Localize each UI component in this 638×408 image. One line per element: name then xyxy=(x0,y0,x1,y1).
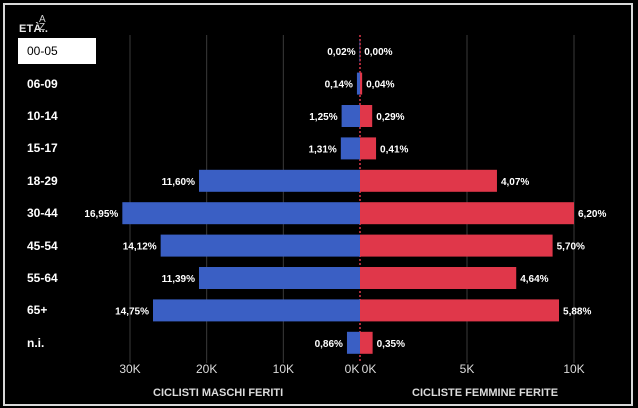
female-data-label: 0,00% xyxy=(364,47,392,58)
male-bar xyxy=(346,331,360,354)
tick-label: 10K xyxy=(273,362,294,376)
female-bar xyxy=(360,299,560,322)
age-label-55-64[interactable]: 55-64 xyxy=(27,271,58,285)
age-label-65+[interactable]: 65+ xyxy=(27,303,48,318)
age-label-30-44[interactable]: 30-44 xyxy=(27,206,58,221)
male-bar xyxy=(341,105,360,127)
male-bar xyxy=(199,267,360,289)
male-data-label: 14,12% xyxy=(123,242,157,253)
tick-label: 10K xyxy=(563,362,584,376)
female-data-label: 0,41% xyxy=(380,144,408,155)
age-label-45-54[interactable]: 45-54 xyxy=(27,238,58,253)
male-data-label: 14,75% xyxy=(115,306,149,317)
male-data-label: 0,86% xyxy=(315,339,343,350)
male-bar xyxy=(160,234,360,257)
tick-label: 20K xyxy=(196,362,217,376)
male-bar xyxy=(356,72,360,95)
female-bar xyxy=(360,267,517,289)
female-bar xyxy=(360,72,363,95)
female-data-label: 0,35% xyxy=(377,339,405,350)
male-data-label: 11,60% xyxy=(162,177,195,188)
female-data-label: 4,07% xyxy=(501,177,529,188)
age-column-header[interactable]: ETÀ.. xyxy=(19,23,49,35)
female-data-label: 5,88% xyxy=(563,306,591,317)
male-data-label: 1,25% xyxy=(309,112,337,123)
male-data-label: 1,31% xyxy=(308,144,336,155)
male-axis-title: CICLISTI MASCHI FERITI xyxy=(153,387,284,399)
male-bar xyxy=(153,299,360,322)
female-bar xyxy=(360,137,377,160)
female-bar xyxy=(360,331,373,354)
female-data-label: 5,70% xyxy=(557,242,585,253)
population-pyramid-chart: 30K 20K 10K 0K 0K 5K 10K 0,02% 0,00% 0,14% 0,04% 1,… xyxy=(84,35,606,376)
male-data-label: 0,14% xyxy=(325,80,353,91)
male-bar xyxy=(199,169,360,192)
male-data-label: 0,02% xyxy=(327,47,355,58)
age-label-n.i.[interactable]: n.i. xyxy=(27,335,45,350)
male-data-label: 16,95% xyxy=(84,209,118,220)
tick-label: 30K xyxy=(119,362,140,376)
female-bar xyxy=(360,169,497,192)
age-label-10-14[interactable]: 10-14 xyxy=(27,109,58,123)
female-data-label: 6,20% xyxy=(578,209,606,220)
age-label-00-05[interactable]: 00-05 xyxy=(18,38,96,65)
male-bar xyxy=(122,202,360,225)
female-bar xyxy=(360,105,373,127)
female-axis-title: CICLISTE FEMMINE FERITE xyxy=(412,387,559,399)
tick-label: 5K xyxy=(460,362,475,376)
age-label-18-29[interactable]: 18-29 xyxy=(27,173,58,188)
tick-label: 0K xyxy=(362,362,377,376)
female-bar xyxy=(360,234,553,257)
age-label-15-17[interactable]: 15-17 xyxy=(27,141,58,156)
male-data-label: 11,39% xyxy=(162,274,195,285)
tick-label: 0K xyxy=(345,362,360,376)
female-data-label: 0,29% xyxy=(376,112,404,123)
female-bar xyxy=(360,202,574,225)
male-bar xyxy=(340,137,360,160)
age-label-06-09[interactable]: 06-09 xyxy=(27,76,58,91)
female-data-label: 4,64% xyxy=(520,274,548,285)
female-data-label: 0,04% xyxy=(366,80,394,91)
